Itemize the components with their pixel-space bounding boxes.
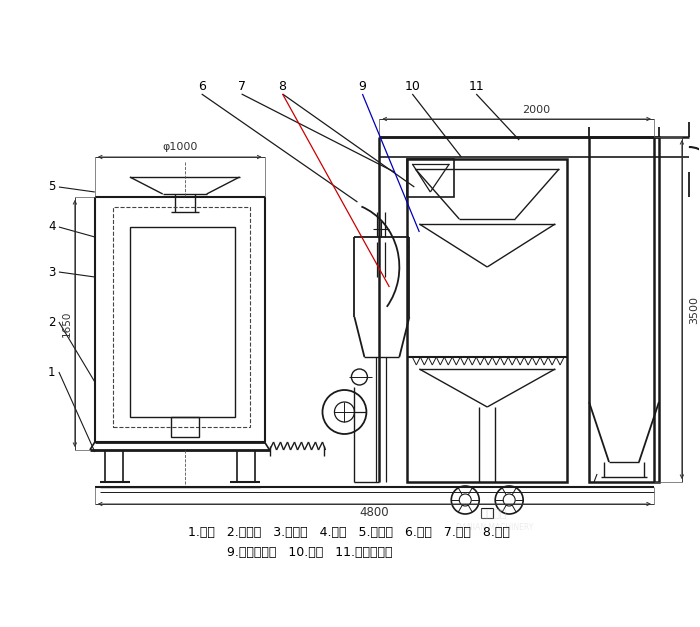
Text: 9: 9 <box>358 80 366 93</box>
Text: 金汉机械: 金汉机械 <box>481 509 508 519</box>
Text: 4: 4 <box>48 221 56 233</box>
Text: φ1000: φ1000 <box>162 142 197 152</box>
Text: 1: 1 <box>48 366 56 379</box>
Bar <box>407 159 567 482</box>
Text: 8: 8 <box>279 80 286 93</box>
Text: 1.底座   2.回风道   3.激振器   4.筛网   5.进料斗   6.风机   7.绞龙   8.料仓: 1.底座 2.回风道 3.激振器 4.筛网 5.进料斗 6.风机 7.绞龙 8.… <box>188 525 510 539</box>
Text: 10: 10 <box>405 80 420 93</box>
Text: 9.旋风分离器   10.支架   11.布袋除尘器: 9.旋风分离器 10.支架 11.布袋除尘器 <box>227 545 392 559</box>
Text: 4800: 4800 <box>360 507 389 520</box>
Text: DANIAN MACHINERY: DANIAN MACHINERY <box>456 523 533 532</box>
Text: 7: 7 <box>237 80 246 93</box>
Text: 3500: 3500 <box>689 295 699 324</box>
Text: 2000: 2000 <box>523 105 551 115</box>
Bar <box>113 207 250 427</box>
Bar <box>589 137 659 482</box>
Text: 1650: 1650 <box>62 310 72 337</box>
Text: 6: 6 <box>197 80 206 93</box>
Text: 5: 5 <box>48 181 55 194</box>
Text: 3: 3 <box>48 265 55 278</box>
Bar <box>407 159 454 197</box>
Text: 2: 2 <box>48 315 56 329</box>
Bar <box>171 417 199 437</box>
Text: 11: 11 <box>468 80 484 93</box>
Bar <box>130 227 234 417</box>
